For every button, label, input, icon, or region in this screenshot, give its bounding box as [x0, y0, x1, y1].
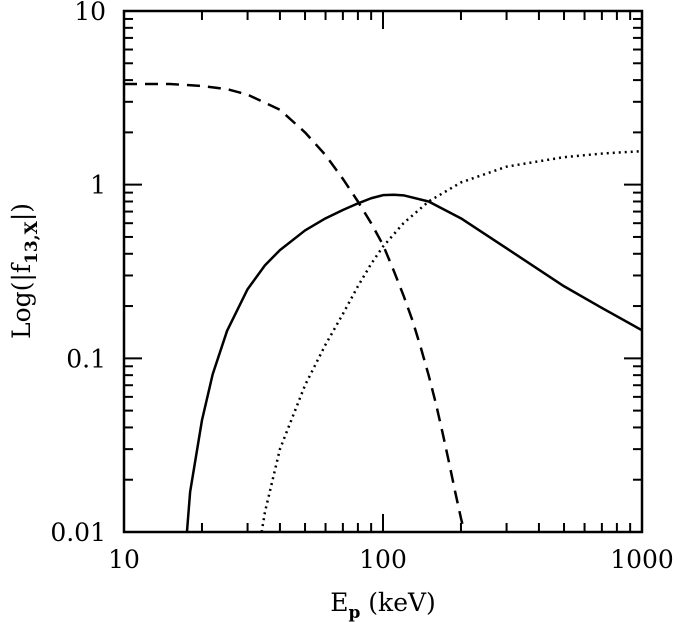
y-tick-label: 0.01	[50, 518, 106, 547]
tick-layer	[123, 10, 643, 533]
x-axis-label-units: (keV)	[360, 588, 435, 617]
label-layer: 10 100 1000 0.01 0.1 1 10	[50, 0, 673, 574]
series-dashed-line	[124, 82, 466, 532]
y-axis-label-after: |)	[7, 203, 37, 221]
y-tick-label: 10	[74, 0, 106, 26]
y-tick-label: 0.1	[66, 344, 106, 373]
x-tick-label: 100	[359, 545, 407, 574]
x-tick-label: 1000	[610, 545, 674, 574]
y-axis-label-sub: 13,X	[22, 220, 42, 264]
y-tick-label: 1	[90, 171, 106, 200]
x-axis-label-sub: p	[348, 603, 360, 622]
plot-frame	[122, 9, 644, 534]
x-tick-label: 10	[108, 545, 140, 574]
series-layer	[124, 82, 642, 532]
y-axis-label: Log(|f13,X|)	[7, 203, 42, 339]
x-axis-label-main: E	[330, 588, 348, 617]
x-axis-label: Ep (keV)	[330, 588, 436, 622]
y-axis-label-before: Log(|f	[7, 262, 37, 339]
series-solid-line	[185, 193, 642, 532]
